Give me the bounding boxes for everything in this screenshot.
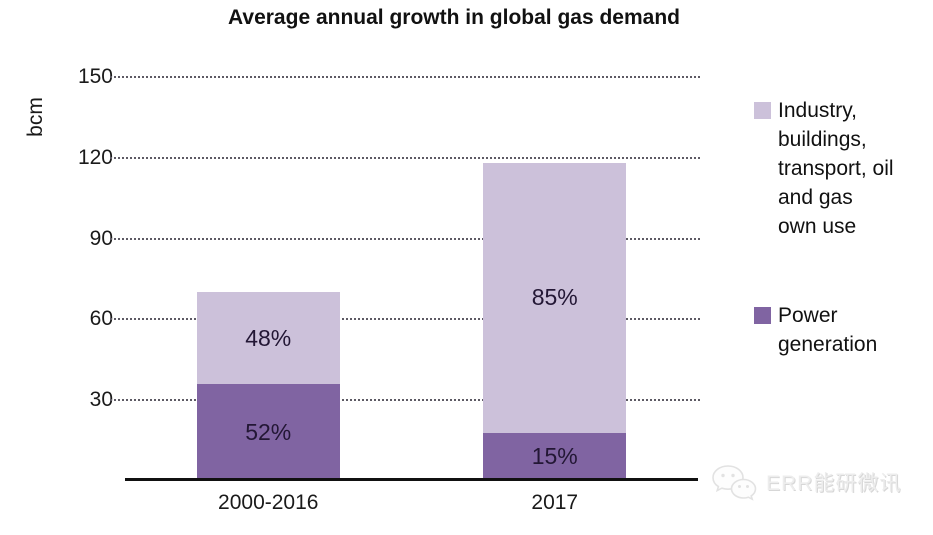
y-tick-label: 120	[77, 145, 113, 169]
x-category-label: 2017	[531, 491, 579, 514]
legend-swatch	[754, 307, 771, 324]
legend-label: Industry, buildings, transport, oil and …	[778, 99, 894, 238]
bar-segment: 15%	[483, 432, 627, 481]
gridline	[110, 318, 700, 321]
segment-percent-label: 52%	[245, 419, 292, 446]
gridline	[110, 76, 700, 78]
bar-2017: 85% 15%	[483, 163, 627, 481]
legend: Industry, buildings, transport, oil and …	[754, 96, 914, 359]
bar-2000-2016: 48% 52%	[196, 292, 340, 481]
y-tick-label: 60	[89, 307, 113, 331]
x-axis-labels: 2000-2016 2017	[125, 491, 698, 515]
y-tick-label: 150	[77, 65, 113, 88]
watermark: ERR能研微讯	[710, 462, 901, 502]
gridline	[110, 156, 700, 159]
x-axis-line	[125, 478, 698, 481]
legend-item: Power generation	[754, 301, 914, 359]
wechat-icon	[712, 465, 757, 501]
segment-percent-label: 15%	[531, 443, 578, 470]
bars: 48% 52% 85% 15%	[125, 77, 698, 481]
bar-segment: 85%	[483, 163, 627, 433]
x-category-label: 2000-2016	[218, 491, 319, 514]
bar-segment: 52%	[196, 384, 340, 481]
y-tick-label: 30	[89, 388, 113, 412]
legend-swatch	[754, 102, 771, 119]
plot-area: 48% 52% 85% 15%	[125, 77, 698, 481]
legend-item: Industry, buildings, transport, oil and …	[754, 96, 914, 241]
y-axis-tick-labels: 30 60 90 120 150	[0, 65, 113, 481]
watermark-text: ERR能研微讯	[766, 472, 902, 495]
gridlines	[110, 76, 700, 481]
gridline	[110, 237, 700, 240]
gridline	[110, 399, 700, 402]
segment-percent-label: 85%	[531, 284, 578, 311]
segment-percent-label: 48%	[245, 324, 292, 351]
legend-label: Power generation	[778, 304, 878, 356]
y-tick-label: 90	[89, 226, 113, 250]
bar-segment: 48%	[196, 292, 340, 385]
chart-title: Average annual growth in global gas dema…	[228, 6, 680, 29]
